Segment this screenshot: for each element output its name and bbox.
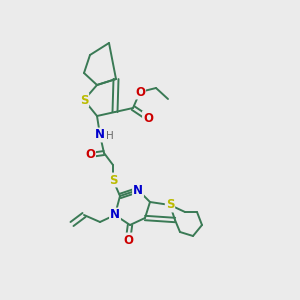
Text: N: N xyxy=(95,128,105,142)
Text: O: O xyxy=(135,85,145,98)
Text: O: O xyxy=(85,148,95,161)
Text: O: O xyxy=(143,112,153,124)
Text: S: S xyxy=(166,199,174,212)
Text: S: S xyxy=(80,94,88,106)
Text: O: O xyxy=(123,233,133,247)
Text: N: N xyxy=(133,184,143,196)
Text: H: H xyxy=(106,131,114,141)
Text: N: N xyxy=(110,208,120,221)
Text: S: S xyxy=(109,173,117,187)
